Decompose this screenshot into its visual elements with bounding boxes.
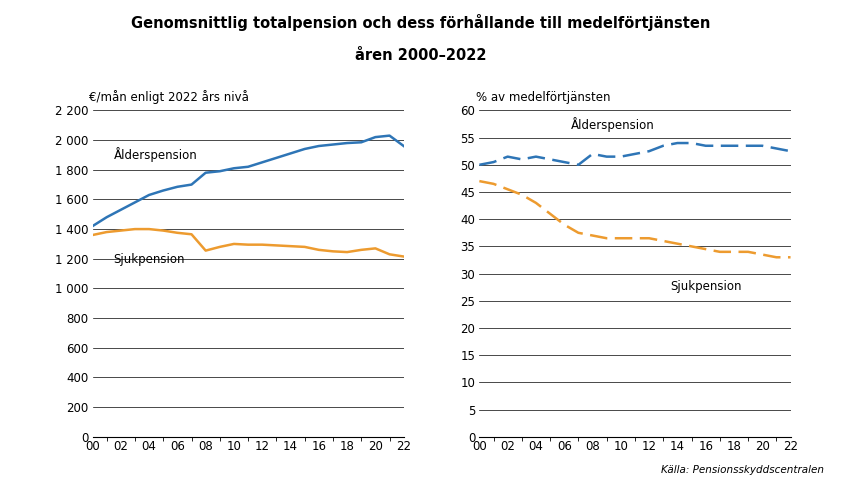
Text: Ålderspension: Ålderspension — [571, 118, 655, 132]
Text: åren 2000–2022: åren 2000–2022 — [355, 48, 486, 63]
Text: €/mån enligt 2022 års nivå: €/mån enligt 2022 års nivå — [89, 90, 249, 104]
Text: Ålderspension: Ålderspension — [114, 147, 198, 162]
Text: Sjukpension: Sjukpension — [670, 280, 742, 293]
Text: Sjukpension: Sjukpension — [114, 253, 185, 266]
Text: % av medelförtjänsten: % av medelförtjänsten — [476, 91, 611, 104]
Text: Genomsnittlig totalpension och dess förhållande till medelförtjänsten: Genomsnittlig totalpension och dess förh… — [131, 14, 710, 31]
Text: Källa: Pensionsskyddscentralen: Källa: Pensionsskyddscentralen — [661, 465, 824, 475]
